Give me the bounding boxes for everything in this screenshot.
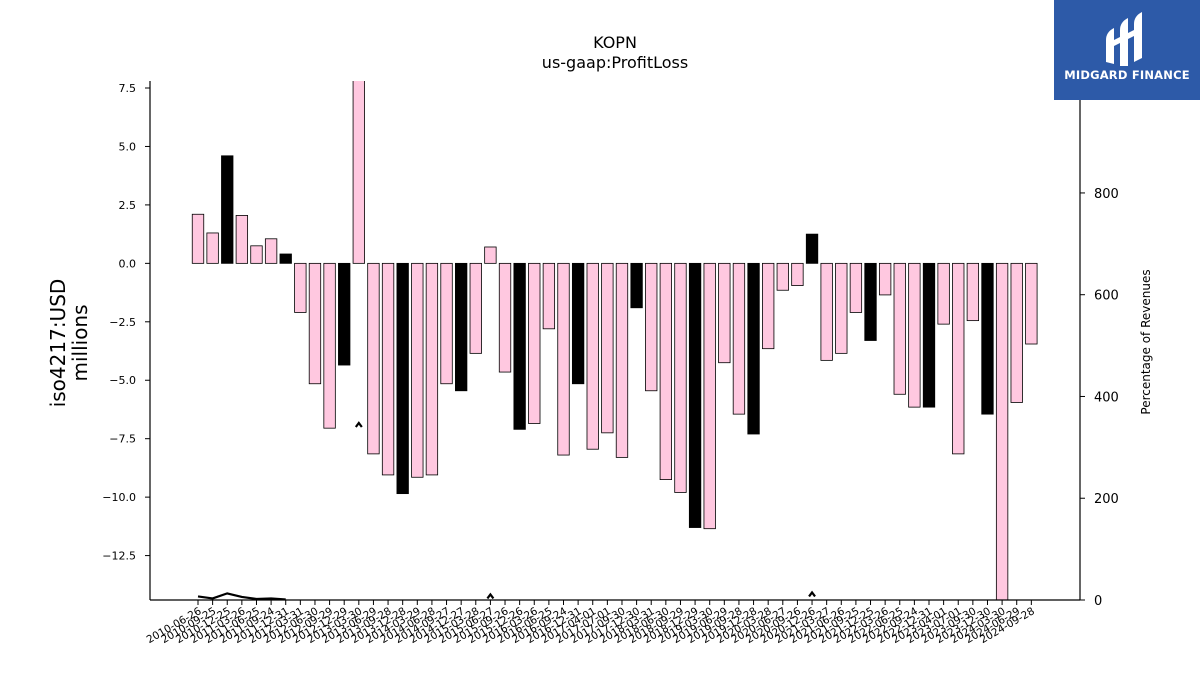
bar (338, 262, 351, 366)
bar (630, 262, 643, 309)
y-tick-label: −7.5 (109, 433, 136, 446)
bar (849, 262, 863, 313)
bar (440, 262, 453, 385)
right-y-tick-label: 600 (1094, 289, 1119, 304)
bar (688, 262, 702, 528)
bar (995, 262, 1009, 600)
bar (864, 262, 877, 341)
bar (455, 262, 468, 392)
bar (659, 262, 672, 481)
y-tick-label: −10.0 (102, 491, 136, 504)
bar (703, 262, 716, 530)
bar (294, 262, 307, 313)
y-tick-label: 2.5 (119, 199, 137, 212)
y-tick-label: −5.0 (109, 374, 136, 387)
bar (674, 262, 687, 493)
bar (966, 262, 980, 322)
bar (893, 262, 906, 395)
y-tick-label: 5.0 (119, 140, 137, 153)
plot-area: 7.5 5.0 2.5 0.0 −2.5 −5.0 −7.5 −10.0 −12.5 0 200 40… (102, 81, 1119, 646)
bar (718, 262, 731, 364)
bar (528, 262, 541, 424)
brand-logo-text: MIDGARD FINANCE (1064, 68, 1190, 82)
right-y-tick-label: 400 (1094, 390, 1119, 405)
bar (805, 233, 819, 264)
bar (878, 262, 892, 296)
bar (323, 262, 336, 429)
bar (1010, 262, 1023, 403)
bar (381, 262, 395, 476)
y-axis-label-line: iso4217:USD (46, 279, 70, 408)
series-line-point (354, 421, 363, 428)
bar (221, 155, 234, 264)
bar (542, 262, 556, 330)
bar (645, 262, 658, 392)
bar (601, 262, 614, 434)
series-line-point (808, 590, 816, 598)
series-line (197, 592, 286, 600)
chart-title: KOPN (593, 33, 637, 52)
y-tick-label: 7.5 (119, 82, 137, 95)
bar (820, 262, 833, 361)
brand-logo: MIDGARD FINANCE (1054, 0, 1200, 100)
bar (206, 232, 219, 264)
bar (952, 262, 965, 455)
bar (469, 262, 482, 354)
bar (235, 215, 249, 264)
logo-mark-icon (1106, 12, 1142, 66)
y-tick-label: −2.5 (109, 316, 136, 329)
bar (411, 262, 424, 478)
bar (264, 238, 278, 264)
bar (732, 262, 746, 415)
bar (791, 262, 804, 286)
bar (908, 262, 921, 408)
bar (922, 262, 936, 408)
bar (615, 262, 629, 458)
chart-subtitle: us-gaap:ProfitLoss (542, 53, 688, 72)
right-y-tick-label: 800 (1094, 187, 1119, 202)
bar (557, 262, 570, 456)
bar (571, 262, 585, 385)
bar (981, 262, 994, 415)
bar (352, 81, 365, 264)
bar (498, 262, 512, 373)
bar (835, 262, 848, 354)
bar (425, 262, 439, 476)
bar (586, 262, 599, 450)
y-tick-label: 0.0 (119, 257, 137, 270)
series-line-point (486, 592, 495, 600)
plot-content (191, 81, 1038, 600)
bar (279, 253, 292, 264)
bar (396, 262, 409, 495)
bar (747, 262, 760, 435)
bar (250, 245, 263, 264)
bar (513, 262, 526, 430)
bar (484, 246, 497, 264)
bar (1025, 262, 1038, 345)
bar (191, 213, 205, 264)
bar (308, 262, 322, 385)
right-axis-label: Percentage of Revenues (1139, 269, 1153, 414)
y-axis-label-line: millions (68, 304, 92, 381)
bar (776, 262, 789, 291)
bar (937, 262, 950, 325)
right-y-tick-label: 0 (1094, 594, 1102, 609)
bar (367, 262, 380, 455)
y-axis-label: iso4217:USDmillions (46, 279, 92, 408)
bar (762, 262, 775, 350)
y-tick-label: −12.5 (102, 550, 136, 563)
right-y-tick-label: 200 (1094, 492, 1119, 507)
